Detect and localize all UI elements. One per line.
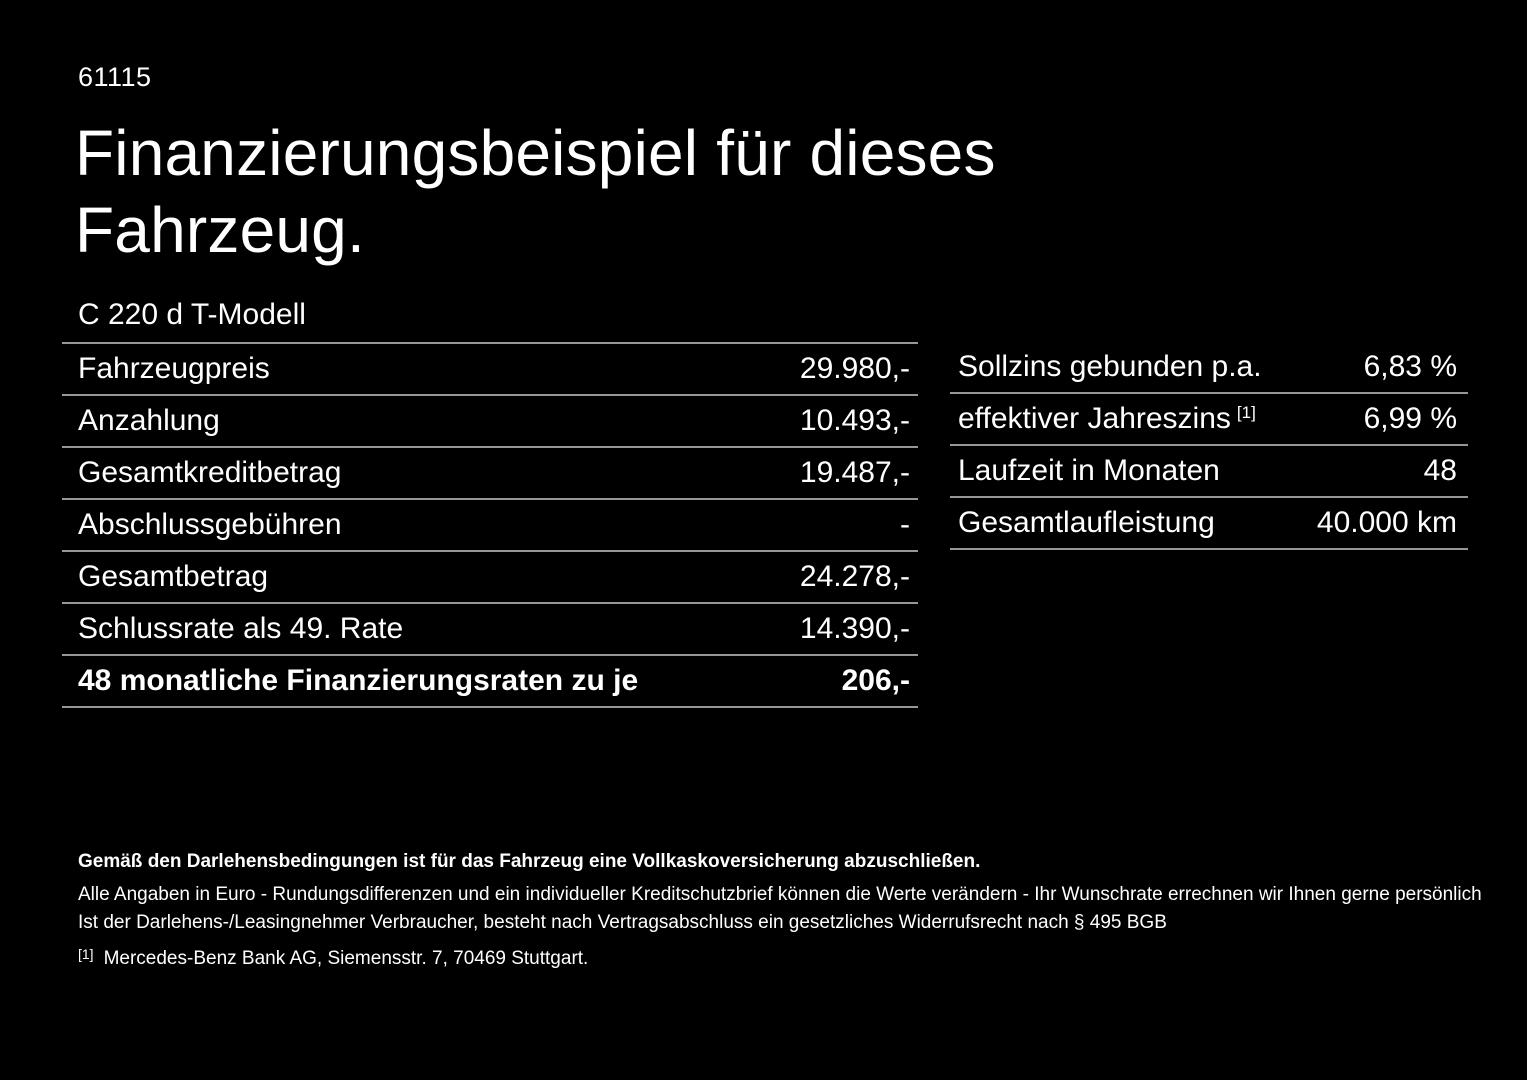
row-label: Sollzins gebunden p.a. [958,350,1262,383]
table-row-abschlussgebuehren: Abschlussgebühren - [62,500,918,552]
finance-table: Fahrzeugpreis 29.980,- Anzahlung 10.493,… [62,342,918,708]
footnote-marker: [1] [78,946,94,962]
vehicle-model: C 220 d T-Modell [78,298,306,331]
page-number: 61115 [78,62,152,92]
table-row-gesamtlaufleistung: Gesamtlaufleistung 40.000 km [950,498,1468,550]
row-value: 29.980,- [799,352,910,385]
page-title-line-2: Fahrzeug. [75,194,365,266]
row-label: Gesamtbetrag [78,560,269,593]
row-value: 206,- [841,664,910,697]
row-label: Gesamtlaufleistung [958,506,1215,539]
table-row-gesamtkreditbetrag: Gesamtkreditbetrag 19.487,- [62,448,918,500]
row-value: 24.278,- [799,560,910,593]
row-value: 6,83 % [1363,350,1457,383]
table-row-fahrzeugpreis: Fahrzeugpreis 29.980,- [62,344,918,396]
table-row-laufzeit: Laufzeit in Monaten 48 [950,446,1468,498]
row-value: 10.493,- [799,404,910,437]
row-value: 48 [1423,454,1457,487]
table-row-anzahlung: Anzahlung 10.493,- [62,396,918,448]
footnote-bank-text: Mercedes-Benz Bank AG, Siemensstr. 7, 70… [103,948,589,969]
table-row-effektiver-jahreszins: effektiver Jahreszins [1] 6,99 % [950,394,1468,446]
footnote-reference-marker: [1] [1236,403,1256,422]
table-row-monatsrate: 48 monatliche Finanzierungsraten zu je 2… [62,656,918,708]
table-row-schlussrate: Schlussrate als 49. Rate 14.390,- [62,604,918,656]
row-value: 6,99 % [1363,402,1457,435]
row-value: 19.487,- [799,456,910,489]
footnote-bank: [1] Mercedes-Benz Bank AG, Siemensstr. 7,… [78,943,588,970]
row-label: Fahrzeugpreis [78,352,270,385]
row-value: - [900,508,910,541]
row-label: Anzahlung [78,404,220,437]
table-row-gesamtbetrag: Gesamtbetrag 24.278,- [62,552,918,604]
footnote-withdrawal: Ist der Darlehens-/Leasingnehmer Verbrau… [78,912,1167,933]
table-row-sollzins: Sollzins gebunden p.a. 6,83 % [950,342,1468,394]
row-label: Abschlussgebühren [78,508,342,541]
conditions-table: Sollzins gebunden p.a. 6,83 % effektiver… [950,342,1468,550]
row-value: 40.000 km [1316,506,1457,539]
page-title-line-1: Finanzierungsbeispiel für dieses [75,117,996,189]
row-label: 48 monatliche Finanzierungsraten zu je [78,664,639,697]
row-label: Gesamtkreditbetrag [78,456,342,489]
row-label: effektiver Jahreszins [1] [958,402,1256,435]
page-title: Finanzierungsbeispiel für dieses Fahrzeu… [75,115,996,269]
row-label: Schlussrate als 49. Rate [78,612,404,645]
row-label: Laufzeit in Monaten [958,454,1220,487]
row-value: 14.390,- [799,612,910,645]
footnote-insurance: Gemäß den Darlehensbedingungen ist für d… [78,851,981,872]
footnote-rounding: Alle Angaben in Euro - Rundungsdifferenz… [78,884,1482,905]
